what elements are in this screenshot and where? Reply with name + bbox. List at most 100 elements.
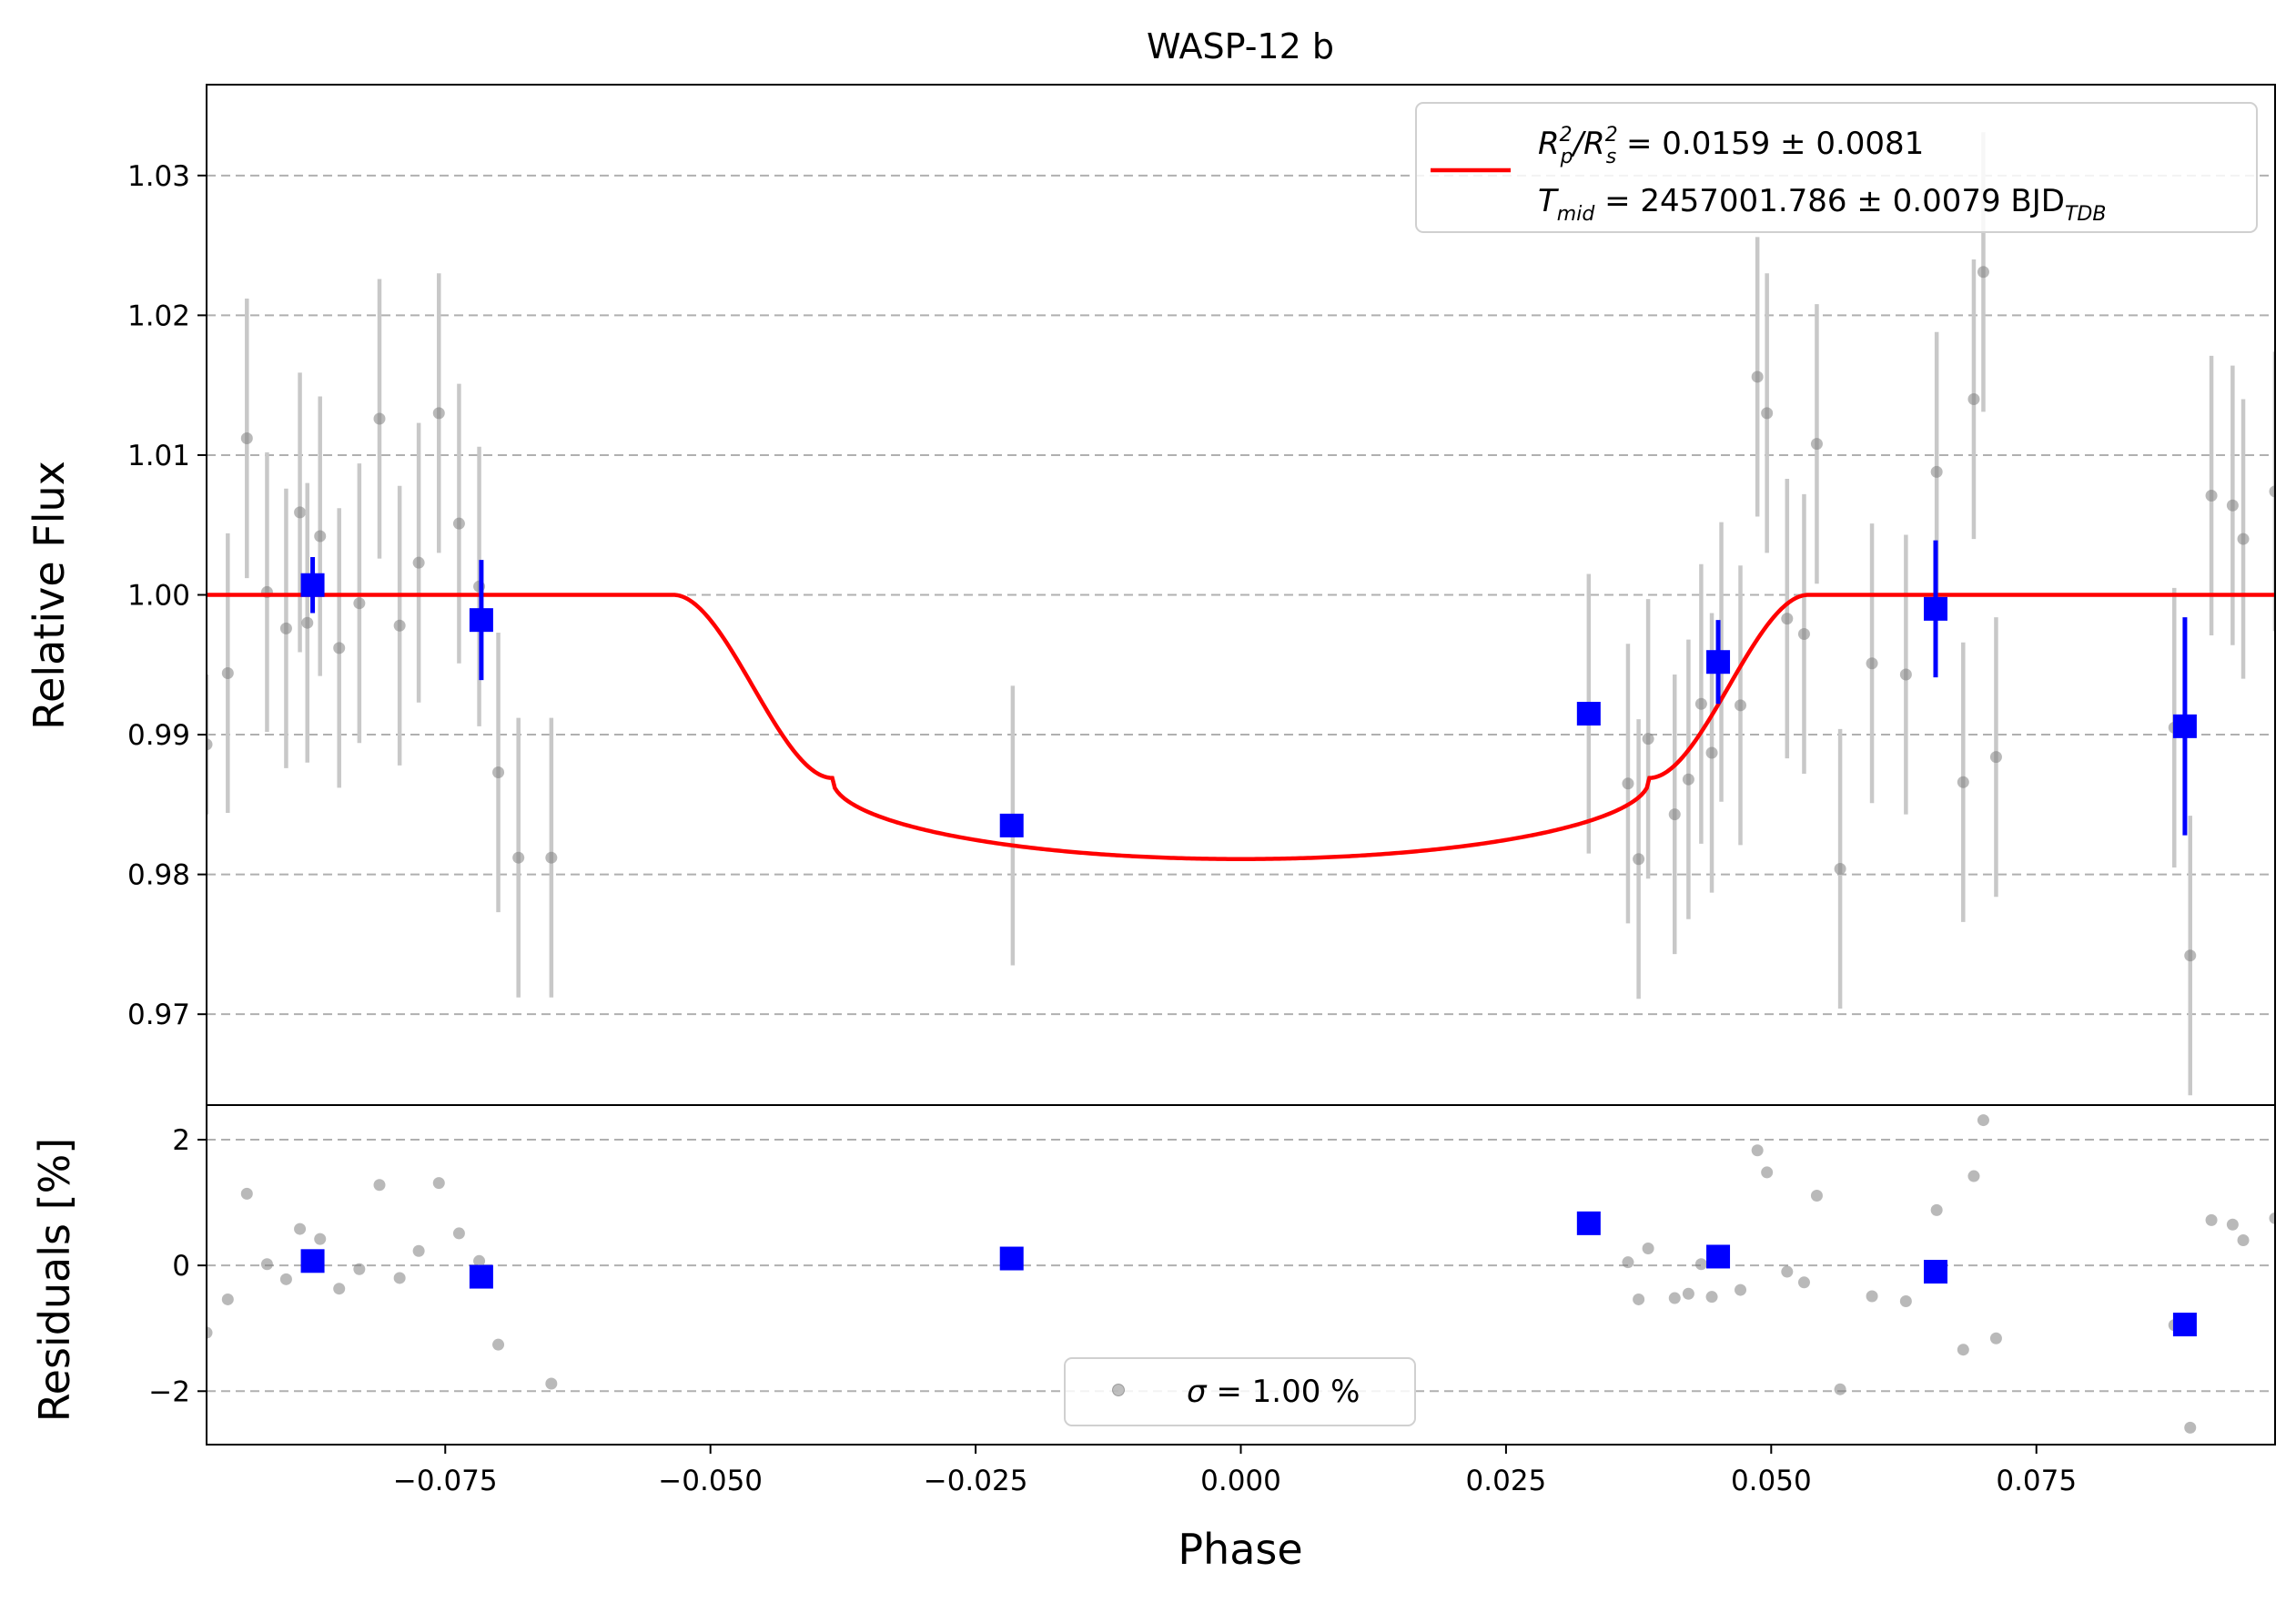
raw-point bbox=[301, 616, 314, 629]
legend-depth-sup1: 2 bbox=[1560, 124, 1573, 147]
top-y-tick-label: 1.00 bbox=[127, 580, 190, 613]
binned-residual-point bbox=[469, 1264, 493, 1289]
raw-point bbox=[1781, 613, 1794, 625]
residual-point bbox=[1899, 1295, 1912, 1308]
raw-point bbox=[1668, 808, 1681, 821]
raw-point bbox=[1977, 266, 1989, 279]
top-y-tick-label: 0.99 bbox=[127, 719, 190, 752]
legend-depth-sup2: 2 bbox=[1605, 124, 1618, 147]
residual-point bbox=[240, 1187, 253, 1200]
raw-point bbox=[1899, 668, 1912, 681]
raw-point bbox=[1622, 777, 1634, 790]
transit-model-curve bbox=[207, 593, 2275, 861]
residual-point bbox=[2184, 1421, 2197, 1434]
residual-point bbox=[1967, 1170, 1980, 1182]
bottom-y-axis-label: Residuals [%] bbox=[30, 1138, 79, 1422]
binned-residual-point bbox=[2172, 1313, 2197, 1337]
raw-point bbox=[314, 530, 327, 543]
binned-point bbox=[1706, 650, 1731, 675]
bottom-x-ticks: −0.075 −0.050 −0.025 0.000 0.025 0.050 0.075 bbox=[393, 1445, 2077, 1497]
legend-depth-value: = 0.0159 ± 0.0081 bbox=[1616, 126, 1924, 162]
raw-point bbox=[1761, 407, 1774, 420]
binned-point bbox=[1923, 596, 1947, 621]
residual-point bbox=[1735, 1283, 1747, 1296]
chart-title: WASP-12 b bbox=[1147, 26, 1334, 66]
legend-depth-sub2: s bbox=[1606, 146, 1616, 168]
raw-point bbox=[545, 851, 558, 864]
legend-depth-sub1: p bbox=[1560, 146, 1573, 168]
residual-point bbox=[2226, 1218, 2239, 1231]
binned-residual-point bbox=[1576, 1211, 1601, 1235]
residual-point bbox=[1761, 1166, 1774, 1179]
raw-point bbox=[492, 766, 505, 779]
legend-tmid-sub: mid bbox=[1557, 203, 1596, 226]
bottom-y-tick-label: 0 bbox=[172, 1250, 190, 1283]
binned-point bbox=[1576, 702, 1601, 726]
residual-point bbox=[412, 1244, 425, 1257]
residual-point bbox=[207, 1326, 213, 1339]
residual-point bbox=[1989, 1332, 2002, 1344]
residual-point bbox=[1834, 1383, 1846, 1395]
raw-point bbox=[2269, 485, 2275, 498]
residual-point bbox=[1694, 1258, 1707, 1271]
residual-point bbox=[1751, 1144, 1764, 1157]
residual-point bbox=[1930, 1203, 1943, 1216]
top-raw-points bbox=[207, 132, 2275, 1096]
raw-point bbox=[2205, 489, 2218, 502]
top-y-tick-label: 1.01 bbox=[127, 440, 190, 472]
legend-tmid-entry: Tmid = 2457001.786 ± 0.0079 BJDTDB bbox=[1538, 183, 2106, 226]
residual-point bbox=[2237, 1234, 2250, 1247]
raw-point bbox=[1705, 746, 1718, 759]
legend-sigma-symbol: σ bbox=[1187, 1374, 1208, 1410]
raw-point bbox=[412, 556, 425, 569]
bottom-raw-points bbox=[207, 1114, 2275, 1434]
raw-point bbox=[1957, 776, 1969, 788]
residual-point bbox=[1622, 1256, 1634, 1269]
residual-point bbox=[1642, 1242, 1654, 1254]
residual-point bbox=[1957, 1344, 1969, 1356]
raw-point bbox=[512, 851, 525, 864]
binned-point bbox=[469, 608, 493, 633]
raw-point bbox=[2226, 499, 2239, 512]
raw-point bbox=[2237, 533, 2250, 545]
residual-point bbox=[1781, 1265, 1794, 1278]
residual-point bbox=[492, 1338, 505, 1351]
raw-point bbox=[279, 622, 292, 634]
residual-point bbox=[1705, 1291, 1718, 1304]
x-tick-label: −0.025 bbox=[924, 1465, 1028, 1497]
top-panel: 0.970.980.991.001.011.021.03 R2 p/R2 s = 0… bbox=[127, 84, 2276, 1106]
binned-residual-point bbox=[1706, 1244, 1731, 1269]
raw-point bbox=[207, 738, 213, 751]
legend-tmid-value: = 2457001.786 ± 0.0079 BJD bbox=[1594, 183, 2065, 219]
raw-point bbox=[1694, 697, 1707, 710]
residual-point bbox=[1668, 1292, 1681, 1304]
top-y-tick-label: 1.02 bbox=[127, 299, 190, 332]
legend-sigma-value: = 1.00 % bbox=[1207, 1374, 1360, 1410]
top-y-tick-label: 0.98 bbox=[127, 859, 190, 892]
bottom-legend-box bbox=[1064, 1357, 1416, 1426]
residual-point bbox=[2269, 1212, 2275, 1224]
residual-point bbox=[1797, 1276, 1810, 1289]
bottom-binned-points bbox=[300, 1211, 2197, 1337]
raw-point bbox=[1751, 370, 1764, 383]
raw-point bbox=[2184, 949, 2197, 962]
raw-point bbox=[393, 619, 406, 632]
raw-point bbox=[432, 407, 445, 420]
bottom-legend: σ = 1.00 % bbox=[1064, 1357, 1416, 1426]
top-y-axis-label: Relative Flux bbox=[25, 461, 74, 730]
raw-point bbox=[1682, 773, 1694, 786]
raw-point bbox=[221, 666, 234, 679]
residual-point bbox=[373, 1179, 386, 1192]
legend-residual-marker bbox=[1112, 1384, 1125, 1396]
binned-residual-point bbox=[999, 1246, 1024, 1271]
binned-residual-point bbox=[1923, 1260, 1947, 1284]
binned-point bbox=[300, 573, 325, 597]
residual-point bbox=[1866, 1290, 1878, 1303]
x-tick-label: 0.075 bbox=[1996, 1465, 2077, 1497]
legend-tmid-tdb: TDB bbox=[2065, 203, 2106, 226]
legend-tmid-t: T bbox=[1538, 183, 1559, 219]
residual-point bbox=[473, 1254, 486, 1267]
residual-point bbox=[2205, 1213, 2218, 1226]
